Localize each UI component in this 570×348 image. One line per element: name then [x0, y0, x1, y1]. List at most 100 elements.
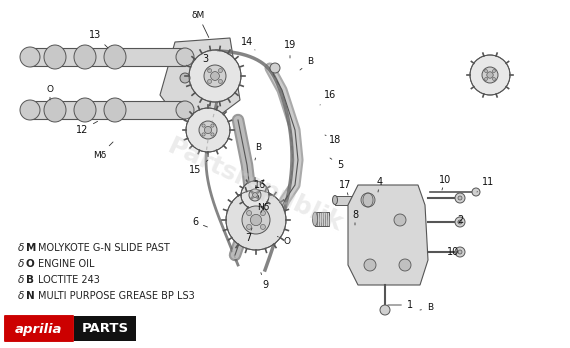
Circle shape — [458, 196, 462, 200]
Circle shape — [202, 124, 205, 127]
Ellipse shape — [312, 212, 317, 226]
Circle shape — [211, 124, 214, 127]
Text: 14: 14 — [241, 37, 255, 50]
Text: 16: 16 — [254, 180, 266, 197]
Circle shape — [361, 193, 375, 207]
Circle shape — [492, 78, 495, 80]
Circle shape — [210, 72, 219, 80]
Bar — [30, 101, 185, 119]
Circle shape — [20, 47, 40, 67]
Text: 9: 9 — [261, 272, 268, 290]
Text: 2: 2 — [457, 215, 463, 225]
Ellipse shape — [104, 45, 126, 69]
Text: 4: 4 — [377, 177, 383, 192]
Circle shape — [20, 100, 40, 120]
Text: B: B — [26, 275, 34, 285]
Bar — [30, 48, 185, 66]
Circle shape — [399, 259, 411, 271]
Circle shape — [211, 133, 214, 136]
Circle shape — [202, 133, 205, 136]
Text: 3: 3 — [202, 54, 209, 69]
Circle shape — [207, 69, 211, 72]
Circle shape — [455, 217, 465, 227]
Circle shape — [205, 126, 211, 134]
Text: LOCTITE 243: LOCTITE 243 — [38, 275, 100, 285]
Text: B: B — [420, 303, 433, 313]
Circle shape — [484, 70, 487, 72]
Text: δ: δ — [18, 291, 25, 301]
Polygon shape — [160, 38, 240, 115]
FancyBboxPatch shape — [3, 315, 75, 342]
Circle shape — [242, 206, 270, 234]
Text: B: B — [255, 143, 261, 160]
Circle shape — [226, 190, 286, 250]
Text: PARTS: PARTS — [82, 323, 129, 335]
Text: B: B — [300, 57, 313, 70]
Circle shape — [249, 189, 261, 201]
Circle shape — [455, 247, 465, 257]
Circle shape — [380, 305, 390, 315]
Text: MOLYKOTE G-N SLIDE PAST: MOLYKOTE G-N SLIDE PAST — [38, 243, 170, 253]
Text: δ: δ — [18, 259, 25, 269]
Text: aprilia: aprilia — [15, 323, 63, 335]
Ellipse shape — [332, 196, 337, 205]
Circle shape — [250, 214, 262, 226]
Circle shape — [251, 197, 253, 199]
Circle shape — [241, 181, 269, 209]
Text: O: O — [47, 86, 54, 100]
Text: Nδ: Nδ — [257, 204, 269, 213]
Text: 17: 17 — [339, 180, 351, 195]
Ellipse shape — [74, 45, 96, 69]
Circle shape — [186, 108, 230, 152]
Text: 18: 18 — [325, 135, 341, 145]
Text: 10: 10 — [447, 247, 459, 257]
Text: 13: 13 — [89, 30, 108, 48]
Text: δ: δ — [18, 275, 25, 285]
Circle shape — [247, 224, 251, 229]
Circle shape — [487, 72, 493, 78]
Bar — [315, 212, 329, 226]
Text: 10: 10 — [439, 175, 451, 190]
Circle shape — [204, 65, 226, 87]
Circle shape — [455, 193, 465, 203]
Text: 1: 1 — [388, 300, 413, 310]
Circle shape — [207, 79, 211, 84]
Circle shape — [260, 211, 266, 216]
Text: M: M — [26, 243, 36, 253]
Circle shape — [189, 50, 241, 102]
Circle shape — [482, 67, 498, 83]
Text: Mδ: Mδ — [93, 142, 113, 159]
Text: 11: 11 — [477, 177, 494, 192]
Text: 15: 15 — [189, 160, 208, 175]
Circle shape — [176, 101, 194, 119]
Circle shape — [251, 191, 253, 193]
Circle shape — [257, 197, 259, 199]
Circle shape — [260, 224, 266, 229]
Circle shape — [364, 259, 376, 271]
Circle shape — [484, 78, 487, 80]
Text: 5: 5 — [330, 158, 343, 170]
Text: 16: 16 — [320, 90, 336, 105]
Circle shape — [458, 220, 462, 224]
Ellipse shape — [44, 98, 66, 122]
Circle shape — [199, 121, 217, 139]
Text: O: O — [26, 259, 35, 269]
Text: 7: 7 — [245, 228, 252, 243]
Circle shape — [472, 188, 480, 196]
Circle shape — [247, 211, 251, 216]
Bar — [335, 196, 353, 205]
Text: 12: 12 — [76, 121, 97, 135]
Circle shape — [470, 55, 510, 95]
Text: ENGINE OIL: ENGINE OIL — [38, 259, 95, 269]
Ellipse shape — [74, 98, 96, 122]
Text: Partsrepublik: Partsrepublik — [164, 134, 347, 236]
Circle shape — [492, 70, 495, 72]
Text: 6: 6 — [192, 217, 207, 227]
Circle shape — [176, 48, 194, 66]
Ellipse shape — [44, 45, 66, 69]
Circle shape — [253, 192, 258, 197]
Text: O: O — [278, 236, 291, 246]
Ellipse shape — [104, 98, 126, 122]
Text: δM: δM — [192, 10, 209, 38]
Circle shape — [218, 79, 222, 84]
